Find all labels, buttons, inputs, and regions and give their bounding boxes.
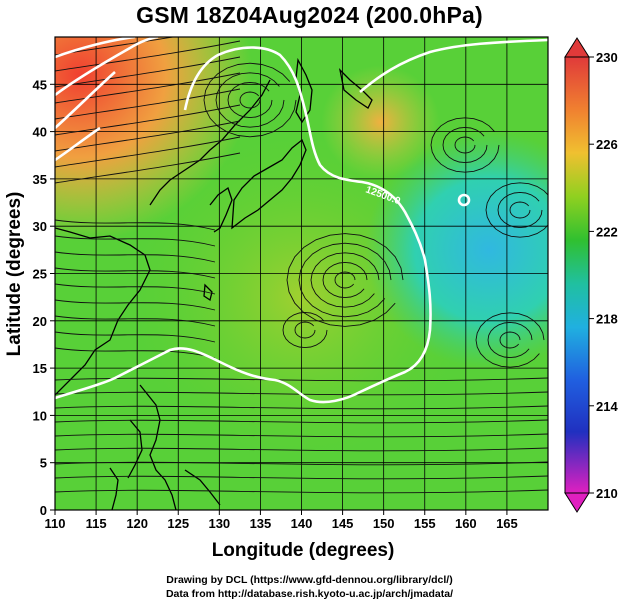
streamline [239, 91, 261, 109]
streamline [55, 475, 548, 480]
streamline [55, 251, 216, 263]
x-tick-label: 110 [45, 516, 66, 531]
y-tick-label: 5 [40, 456, 47, 471]
streamline [509, 201, 531, 219]
colorbar-scale [564, 56, 590, 494]
streamline [55, 40, 241, 72]
streamline [55, 331, 216, 343]
streamline [310, 252, 380, 308]
y-tick-label: 0 [40, 503, 47, 518]
coastlines [55, 57, 373, 510]
x-tick-label: 115 [86, 516, 107, 531]
streamline [322, 261, 368, 299]
streamline [55, 219, 216, 231]
y-tick-label: 15 [33, 361, 47, 376]
streamline [55, 267, 216, 279]
x-tick-label: 135 [250, 516, 272, 531]
x-tick-label: 145 [332, 516, 354, 531]
streamline [55, 152, 241, 184]
streamline [55, 56, 241, 88]
streamline [442, 126, 488, 164]
colorbar: 230 226 222 218 214 210 [564, 37, 618, 513]
streamline [334, 271, 356, 289]
x-tick-label: 165 [496, 516, 518, 531]
streamline [475, 312, 545, 368]
streamline [55, 489, 548, 494]
streamline [55, 120, 241, 152]
streamline [298, 242, 392, 318]
x-tick-label: 140 [291, 516, 313, 531]
streamline [55, 347, 216, 359]
x-axis-ticks: 110 115 120 125 130 135 140 145 150 155 160 165 [45, 510, 518, 531]
x-tick-label: 150 [373, 516, 395, 531]
map-plot-area: 12500.0 [55, 37, 548, 510]
x-tick-label: 120 [126, 516, 148, 531]
y-tick-label: 35 [33, 172, 47, 187]
colorbar-tick-label: 210 [596, 486, 618, 501]
y-tick-label: 10 [33, 408, 47, 423]
streamline [55, 104, 241, 136]
streamline [430, 117, 500, 173]
drawing-credit: Drawing by DCL (https://www.gfd-dennou.o… [166, 574, 453, 586]
lat-lon-grid [55, 37, 548, 510]
streamline [55, 72, 241, 104]
y-tick-label: 40 [33, 125, 47, 140]
data-credit: Data from http://database.rish.kyoto-u.a… [165, 588, 454, 600]
x-axis-label: Longitude (degrees) [212, 540, 395, 561]
height-contours [55, 37, 548, 404]
y-tick-label: 20 [33, 314, 47, 329]
streamline [294, 321, 316, 339]
streamline [55, 283, 216, 295]
colorbar-max-arrow [564, 37, 590, 58]
streamline [55, 136, 241, 168]
colorbar-tick-label: 226 [596, 137, 618, 152]
streamline [55, 419, 548, 424]
streamline [55, 235, 216, 247]
streamline [55, 315, 216, 327]
streamline [55, 405, 548, 410]
streamline [203, 62, 297, 138]
x-tick-label: 155 [414, 516, 436, 531]
streamline [215, 72, 285, 128]
x-tick-label: 125 [167, 516, 189, 531]
y-tick-label: 45 [33, 77, 47, 92]
colorbar-tick-label: 230 [596, 50, 618, 65]
streamline [55, 37, 176, 56]
x-tick-label: 160 [455, 516, 477, 531]
streamline [497, 191, 543, 229]
streamline [487, 321, 533, 359]
colorbar-min-arrow [564, 492, 590, 513]
streamline [55, 299, 216, 311]
colorbar-tick-label: 214 [596, 399, 618, 414]
streamline [55, 377, 548, 382]
y-tick-label: 30 [33, 219, 47, 234]
y-tick-label: 25 [33, 267, 47, 282]
x-tick-label: 130 [208, 516, 230, 531]
y-axis-label: Latitude (degrees) [4, 192, 25, 357]
streamlines [55, 37, 548, 494]
y-axis-ticks: 0 5 10 15 20 25 30 35 40 45 [33, 77, 55, 518]
streamline [499, 331, 521, 349]
streamline [454, 136, 476, 154]
streamline [55, 461, 548, 466]
streamline [55, 433, 548, 438]
streamline [55, 391, 548, 396]
map-title: GSM 18Z04Aug2024 (200.0hPa) [136, 2, 483, 28]
streamline [282, 311, 328, 349]
streamline [55, 447, 548, 452]
streamline [55, 88, 241, 120]
streamline [485, 182, 548, 238]
streamline [286, 233, 404, 327]
streamline [227, 81, 273, 119]
colorbar-tick-label: 222 [596, 224, 618, 239]
colorbar-tick-label: 218 [596, 312, 618, 327]
